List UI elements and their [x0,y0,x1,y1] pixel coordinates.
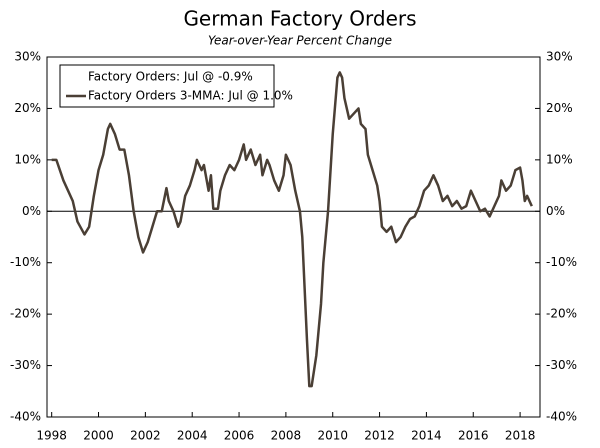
y2-tick-label: -40% [546,410,577,424]
y-tick-label: 30% [14,50,41,64]
y-tick-label: -40% [10,410,41,424]
y-tick-label: -30% [10,358,41,372]
x-tick-label: 2016 [458,429,489,443]
x-tick-label: 2012 [364,429,395,443]
y2-tick-label: 10% [546,152,573,166]
x-tick-label: 2006 [224,429,255,443]
x-tick-label: 2004 [177,429,208,443]
x-tick-label: 2010 [317,429,348,443]
y2-tick-label: -20% [546,307,577,321]
x-tick-label: 2002 [130,429,161,443]
legend-box [59,64,275,108]
legend-label: Factory Orders: Jul @ -0.9% [88,70,253,84]
y2-tick-label: -10% [546,255,577,269]
y2-tick-label: 0% [546,204,565,218]
y2-tick-label: -30% [546,358,577,372]
y-tick-label: 10% [14,152,41,166]
y-tick-label: 20% [14,101,41,115]
series-line [51,71,533,388]
y2-tick-label: 20% [546,101,573,115]
x-tick-label: 2018 [505,429,536,443]
y2-tick-label: 30% [546,50,573,64]
y-tick-label: 0% [22,204,41,218]
chart-subtitle: Year-over-Year Percent Change [208,34,392,48]
chart-title: German Factory Orders [183,7,416,31]
y-tick-label: -10% [10,255,41,269]
x-tick-label: 2014 [411,429,442,443]
y-tick-label: -20% [10,307,41,321]
x-tick-label: 1998 [36,429,67,443]
legend-label: Factory Orders 3-MMA: Jul @ 1.0% [88,89,293,103]
x-tick-label: 2008 [271,429,302,443]
x-tick-label: 2000 [83,429,114,443]
plot-frame [46,56,541,418]
